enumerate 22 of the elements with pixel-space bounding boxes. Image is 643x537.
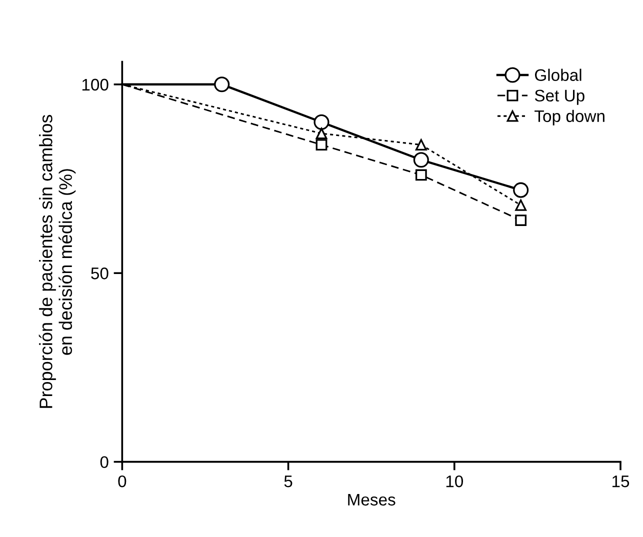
- x-tick-label: 5: [284, 476, 292, 488]
- legend-label: Global: [535, 68, 582, 81]
- point: [415, 169, 427, 181]
- point: [413, 152, 429, 168]
- point: [515, 199, 527, 211]
- point: [316, 128, 328, 140]
- y-tick-label: 50: [91, 268, 108, 280]
- point: [415, 139, 427, 150]
- x-tick-label: 0: [118, 475, 126, 488]
- y-axis-title: Proporción de pacientes sin cambios en decisión médica (%): [38, 114, 76, 408]
- point: [214, 76, 230, 92]
- legend-label: Set Up: [534, 90, 584, 105]
- point: [515, 214, 527, 226]
- x-tick-label: 10: [446, 475, 464, 488]
- x-axis-title: Meses: [348, 494, 396, 506]
- legend-label: Top down: [534, 110, 604, 126]
- point: [513, 182, 529, 198]
- y-tick-label: 0: [100, 456, 108, 468]
- point: [314, 114, 330, 130]
- y-tick-label: 100: [82, 78, 108, 91]
- x-tick-label: 15: [612, 476, 630, 488]
- point: [316, 139, 328, 150]
